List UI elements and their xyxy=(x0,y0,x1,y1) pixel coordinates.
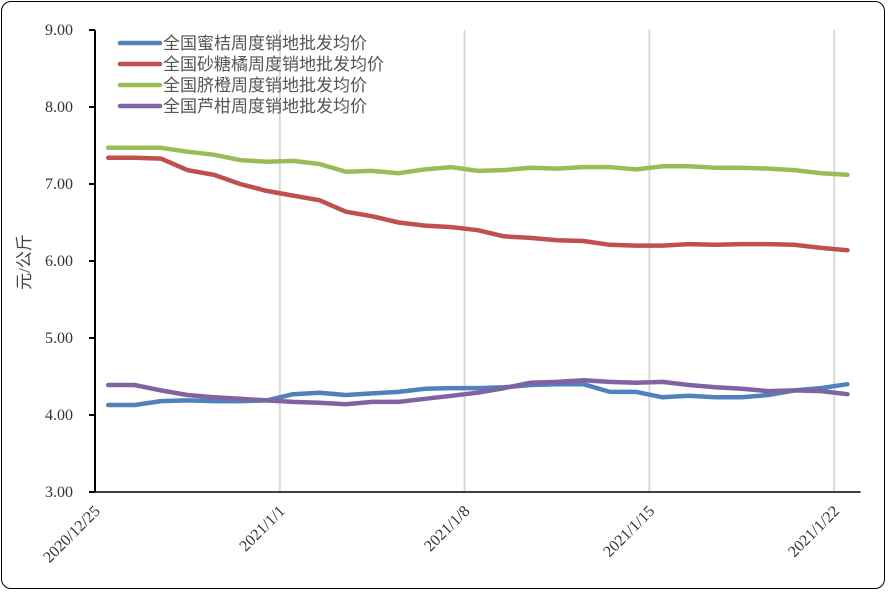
y-tick-label: 7.00 xyxy=(45,176,73,193)
x-tick-label: 2021/1/15 xyxy=(600,503,658,561)
series-line-2 xyxy=(105,145,850,178)
y-tick-label: 5.00 xyxy=(45,330,73,347)
x-tick-label: 2021/1/22 xyxy=(785,503,843,561)
y-tick-label: 3.00 xyxy=(45,484,73,501)
y-tick-label: 6.00 xyxy=(45,253,73,270)
y-tick-label: 4.00 xyxy=(45,407,73,424)
x-tick-label: 2021/1/8 xyxy=(421,503,473,555)
x-tick-label: 2020/12/25 xyxy=(40,503,104,567)
legend-label: 全国脐橙周度销地批发均价 xyxy=(163,76,367,95)
series-line-1 xyxy=(105,155,850,253)
y-tick-label: 8.00 xyxy=(45,99,73,116)
y-tick-label: 9.00 xyxy=(45,22,73,39)
y-axis-label: 元/公斤 xyxy=(15,234,34,290)
legend-label: 全国砂糖橘周度销地批发均价 xyxy=(163,55,384,74)
legend-label: 全国芦柑周度销地批发均价 xyxy=(163,97,367,116)
series-line-3 xyxy=(105,378,850,407)
legend-label: 全国蜜桔周度销地批发均价 xyxy=(163,34,367,53)
series-line-0 xyxy=(105,381,850,408)
x-tick-label: 2021/1/1 xyxy=(236,503,288,555)
